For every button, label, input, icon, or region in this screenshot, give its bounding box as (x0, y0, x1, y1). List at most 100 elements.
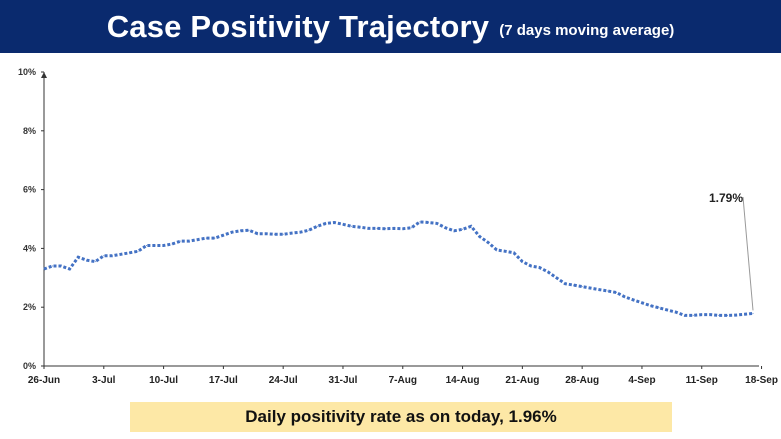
y-tick-label: 2% (23, 302, 36, 312)
y-tick-label: 8% (23, 126, 36, 136)
data-point (368, 227, 370, 229)
positivity-line (43, 220, 754, 317)
data-point (701, 314, 703, 316)
line-chart: 0% 2% 4% 6% 8% 10% 26-Jun 3-Jul 10-Jul 17-Jul 24-J… (18, 67, 778, 386)
data-point (128, 252, 130, 254)
data-point (453, 230, 455, 232)
data-point (658, 307, 660, 309)
data-point (111, 255, 113, 257)
data-point (316, 225, 318, 227)
data-point (487, 242, 489, 243)
data-point (137, 250, 139, 252)
data-point (564, 283, 566, 285)
data-point (462, 228, 464, 230)
x-tick-label: 3-Jul (92, 375, 116, 386)
x-tick-label: 17-Jul (209, 375, 238, 386)
data-point (538, 267, 540, 268)
data-point (188, 240, 190, 242)
title-banner: Case Positivity Trajectory (7 days movin… (0, 0, 781, 53)
data-point (402, 228, 404, 230)
data-point (231, 231, 233, 233)
x-tick-label: 28-Aug (565, 375, 599, 386)
data-point (86, 259, 88, 261)
data-point (624, 296, 626, 298)
x-tick-label: 31-Jul (329, 375, 358, 386)
data-point (257, 233, 259, 235)
y-tick-label: 0% (23, 361, 36, 371)
data-point (427, 222, 429, 223)
data-point (436, 222, 438, 224)
data-point (94, 261, 96, 263)
data-point (393, 227, 395, 229)
x-tick-label: 18-Sep (745, 375, 778, 386)
chart-title: Case Positivity Trajectory (106, 8, 490, 44)
data-point (43, 268, 45, 270)
data-point (214, 237, 216, 239)
data-point (504, 250, 506, 252)
x-tick-label: 10-Jul (149, 375, 178, 386)
y-axis-arrow (41, 72, 47, 78)
daily-positivity-text: Daily positivity rate as on today, 1.96% (245, 407, 557, 426)
data-point (615, 292, 617, 293)
data-point (385, 228, 387, 230)
data-point (359, 226, 361, 228)
data-point (333, 222, 335, 223)
data-point (547, 271, 549, 273)
y-tick-label: 4% (23, 243, 36, 253)
data-point (684, 314, 686, 316)
chart-subtitle: (7 days moving average) (499, 22, 675, 39)
x-tick-label: 26-Jun (28, 375, 60, 386)
data-point (308, 229, 310, 231)
data-point (291, 232, 293, 234)
data-point (675, 311, 677, 313)
data-point (205, 237, 207, 239)
data-point (120, 253, 122, 255)
x-tick-label: 24-Jul (269, 375, 298, 386)
annotation-label: 1.79% (709, 191, 743, 205)
data-point (513, 252, 515, 254)
data-point (598, 289, 600, 291)
data-point (419, 221, 421, 223)
data-point (69, 268, 71, 270)
data-point (299, 231, 301, 233)
x-tick-label: 7-Aug (389, 375, 417, 386)
data-point (573, 284, 575, 286)
data-point (351, 225, 352, 227)
data-point (496, 249, 498, 251)
annotation-leader (742, 196, 754, 311)
data-point (607, 290, 609, 292)
data-point (521, 261, 523, 263)
data-point (60, 265, 62, 267)
data-point (641, 302, 643, 304)
y-tick-label: 6% (23, 185, 36, 195)
data-point (445, 227, 446, 229)
data-point (692, 314, 694, 316)
data-point (52, 265, 53, 267)
data-point (556, 277, 557, 279)
data-point (735, 314, 737, 316)
data-point (744, 313, 745, 315)
data-point (282, 233, 284, 235)
data-point (146, 245, 147, 246)
data-point (163, 245, 165, 246)
data-point (103, 255, 105, 257)
data-point (709, 314, 711, 316)
x-tick-label: 21-Aug (505, 375, 539, 386)
data-point (718, 314, 720, 316)
data-point (197, 239, 199, 241)
data-point (752, 312, 754, 314)
data-point (650, 305, 651, 307)
data-point (632, 299, 634, 301)
data-point (376, 227, 378, 229)
data-point (342, 223, 344, 225)
y-tick-label: 10% (18, 67, 36, 77)
data-point (479, 236, 481, 238)
data-point (248, 229, 250, 231)
x-tick-label: 11-Sep (686, 375, 718, 386)
x-tick-label: 4-Sep (628, 375, 655, 386)
data-point (265, 233, 267, 235)
daily-positivity-callout: Daily positivity rate as on today, 1.96% (130, 402, 672, 432)
data-point (581, 286, 583, 288)
data-point (77, 256, 79, 258)
data-point (470, 225, 472, 227)
